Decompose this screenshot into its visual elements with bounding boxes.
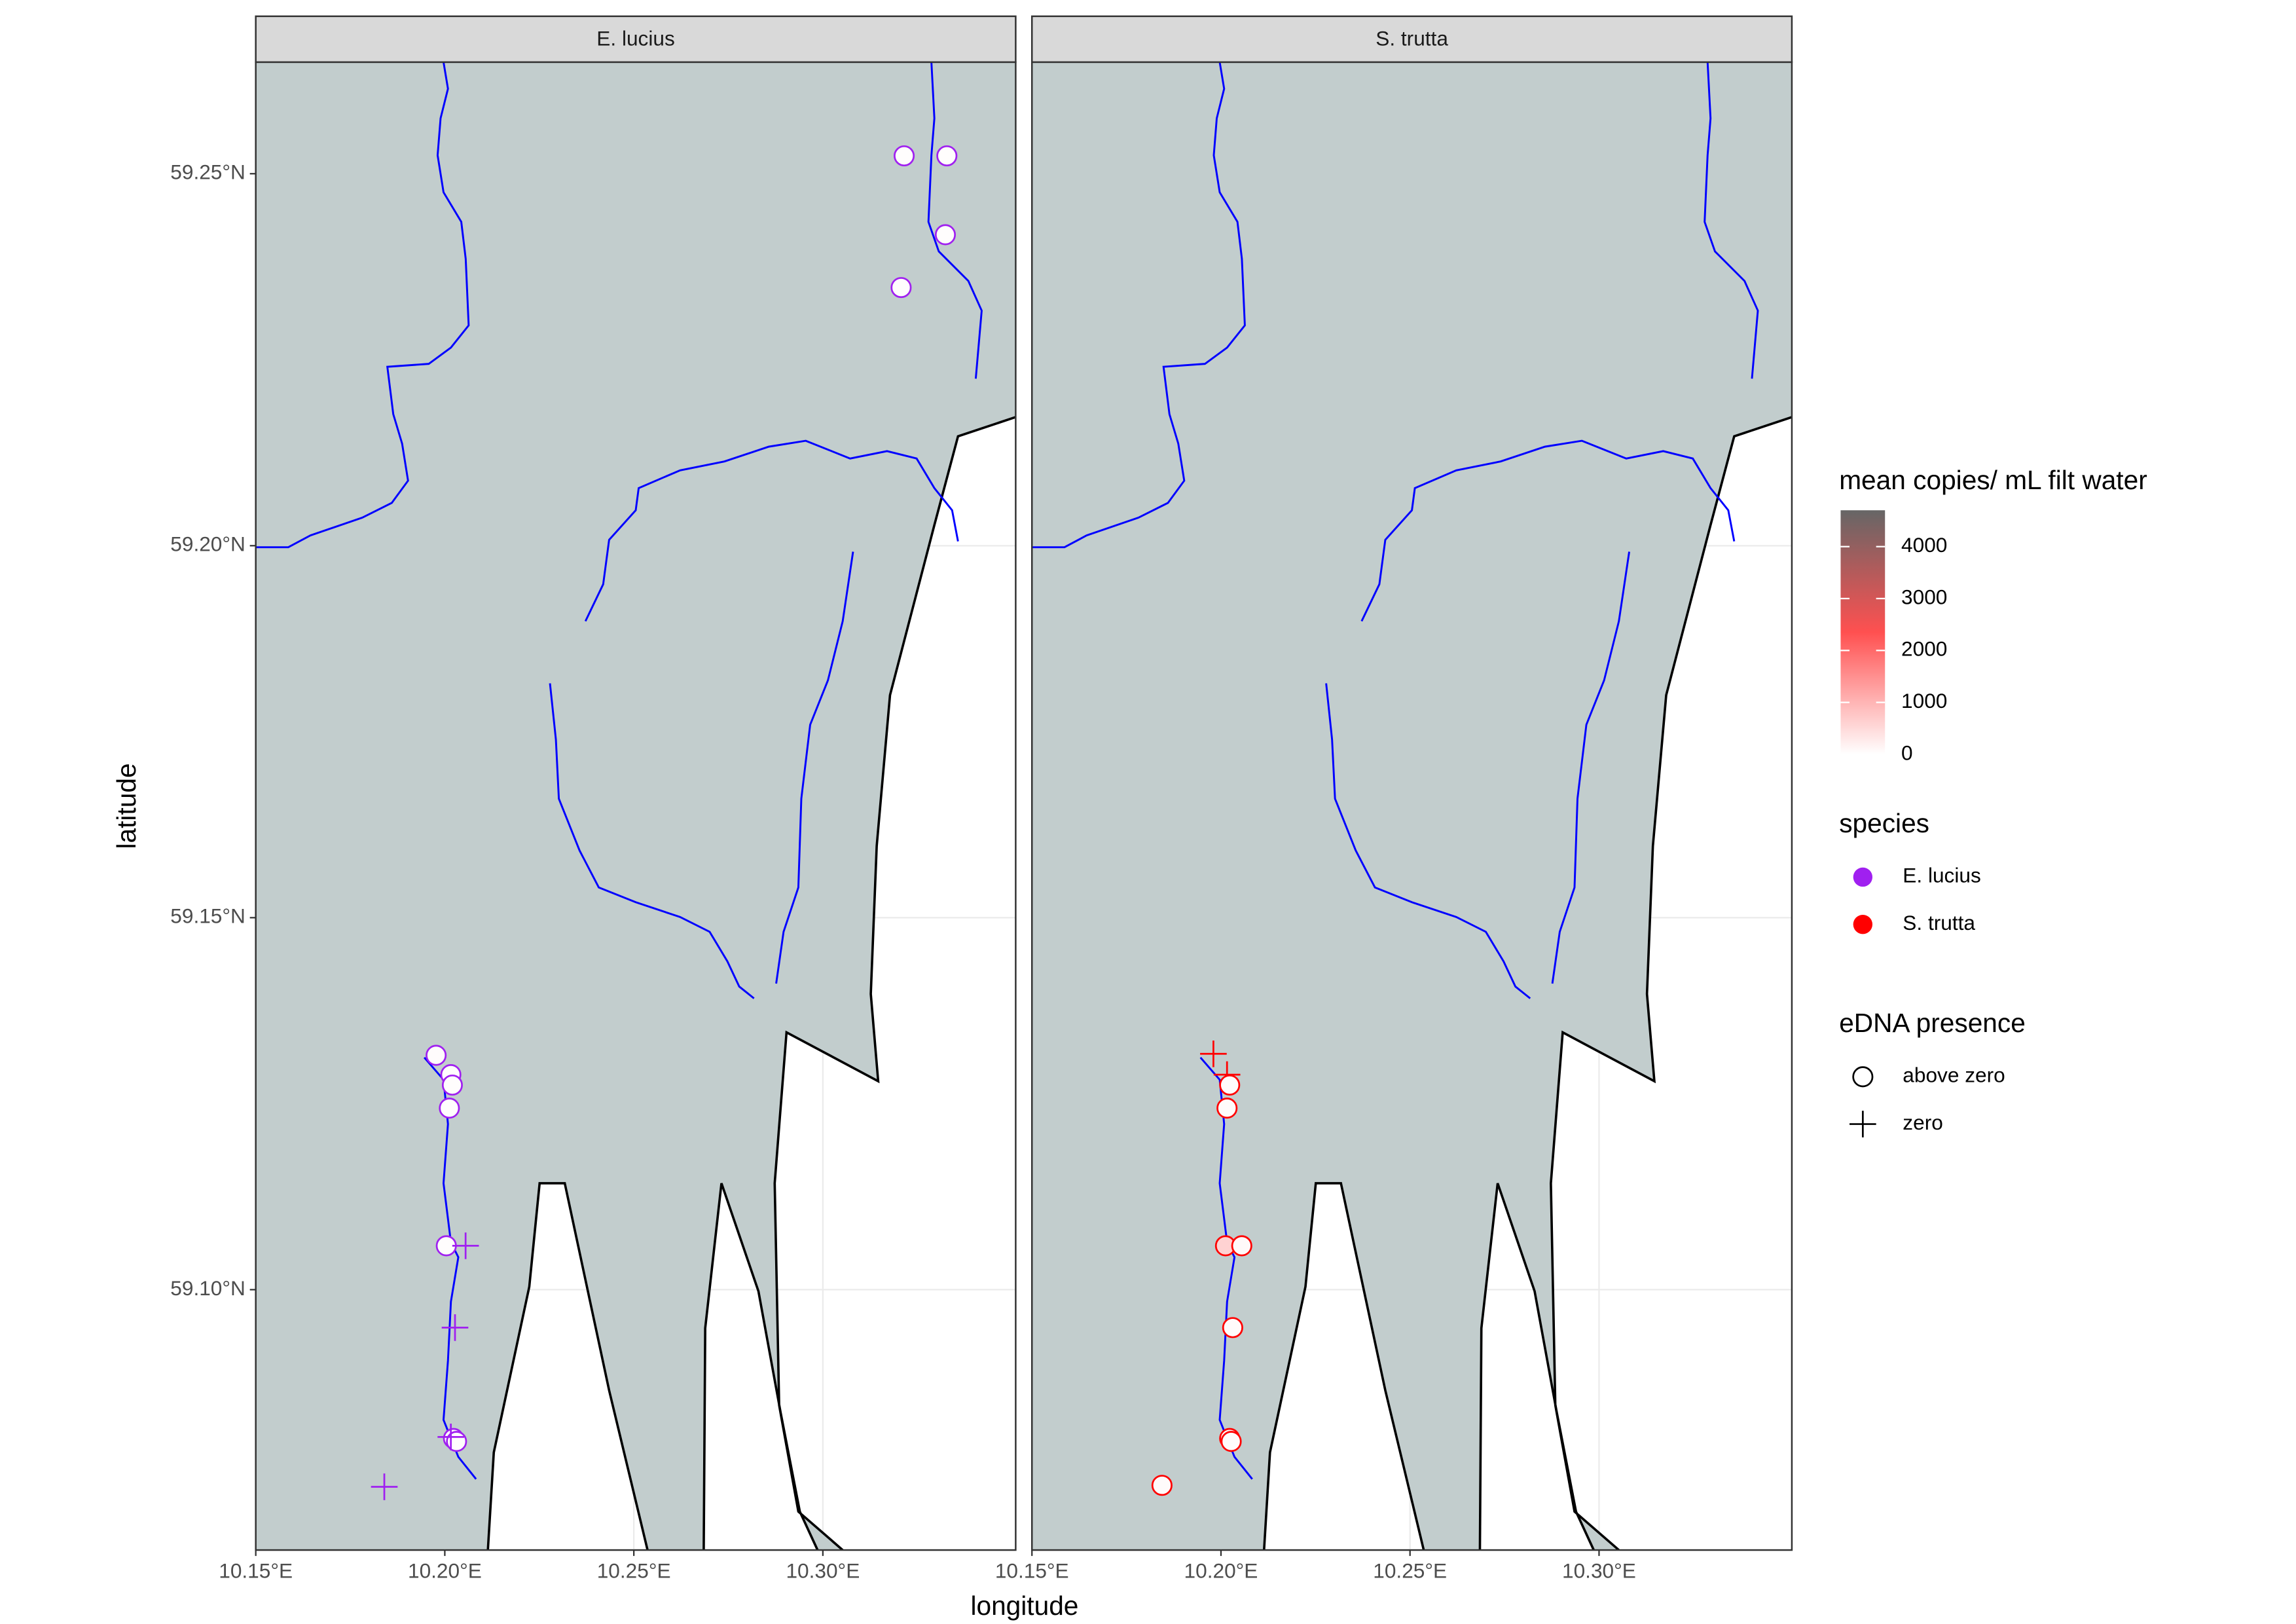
point <box>452 1232 479 1259</box>
legend-label: 2000 <box>1901 637 1947 661</box>
point <box>437 1424 464 1450</box>
legend-key <box>1852 1066 1874 1088</box>
point <box>1219 1074 1241 1096</box>
point <box>890 277 912 299</box>
point <box>441 1314 469 1341</box>
legend-label: 3000 <box>1901 585 1947 608</box>
legend-label: 4000 <box>1901 533 1947 557</box>
legend-title: mean copies/ mL filt water <box>1839 465 2147 495</box>
point <box>934 224 957 246</box>
x-axis-title: longitude <box>970 1591 1078 1621</box>
legend-label: 0 <box>1901 741 1913 764</box>
strip <box>1030 15 1793 64</box>
point <box>1200 1040 1227 1067</box>
point <box>1216 1098 1238 1119</box>
y-axis-title: latitude <box>111 763 141 849</box>
point <box>371 1473 398 1500</box>
y-tick-label: 59.20°N <box>170 532 246 556</box>
legend-label: zero <box>1903 1111 1942 1134</box>
point <box>936 145 958 167</box>
legend-label: E. lucius <box>1903 864 1980 887</box>
point <box>1151 1475 1173 1496</box>
legend-label: S. trutta <box>1903 911 1975 934</box>
y-tick-label: 59.25°N <box>170 160 246 184</box>
point <box>1220 1431 1242 1452</box>
point <box>439 1098 460 1119</box>
point <box>1222 1317 1243 1338</box>
legend-key <box>1850 1111 1876 1137</box>
colorbar <box>1840 510 1886 754</box>
x-tick-label: 10.25°E <box>597 1559 671 1582</box>
point <box>1231 1235 1252 1257</box>
legend-title: eDNA presence <box>1839 1008 2026 1038</box>
legend-label: 1000 <box>1901 689 1947 712</box>
point <box>894 145 915 167</box>
strip-label: E. lucius <box>596 26 674 50</box>
x-tick-label: 10.30°E <box>1562 1559 1636 1582</box>
point <box>426 1044 447 1066</box>
legend-key <box>1853 914 1873 934</box>
point <box>446 1431 467 1452</box>
x-tick-label: 10.25°E <box>1373 1559 1447 1582</box>
y-tick-label: 59.15°N <box>170 904 246 928</box>
x-tick-label: 10.20°E <box>1184 1559 1258 1582</box>
strip-label: S. trutta <box>1376 26 1448 50</box>
legend-title: species <box>1839 808 1929 838</box>
point <box>441 1074 463 1096</box>
y-tick-label: 59.10°N <box>170 1276 246 1300</box>
strip <box>255 15 1017 64</box>
x-tick-label: 10.20°E <box>408 1559 482 1582</box>
legend-label: above zero <box>1903 1063 2005 1087</box>
x-tick-label: 10.15°E <box>219 1559 293 1582</box>
x-tick-label: 10.15°E <box>995 1559 1069 1582</box>
legend-key <box>1853 867 1873 887</box>
x-tick-label: 10.30°E <box>786 1559 860 1582</box>
